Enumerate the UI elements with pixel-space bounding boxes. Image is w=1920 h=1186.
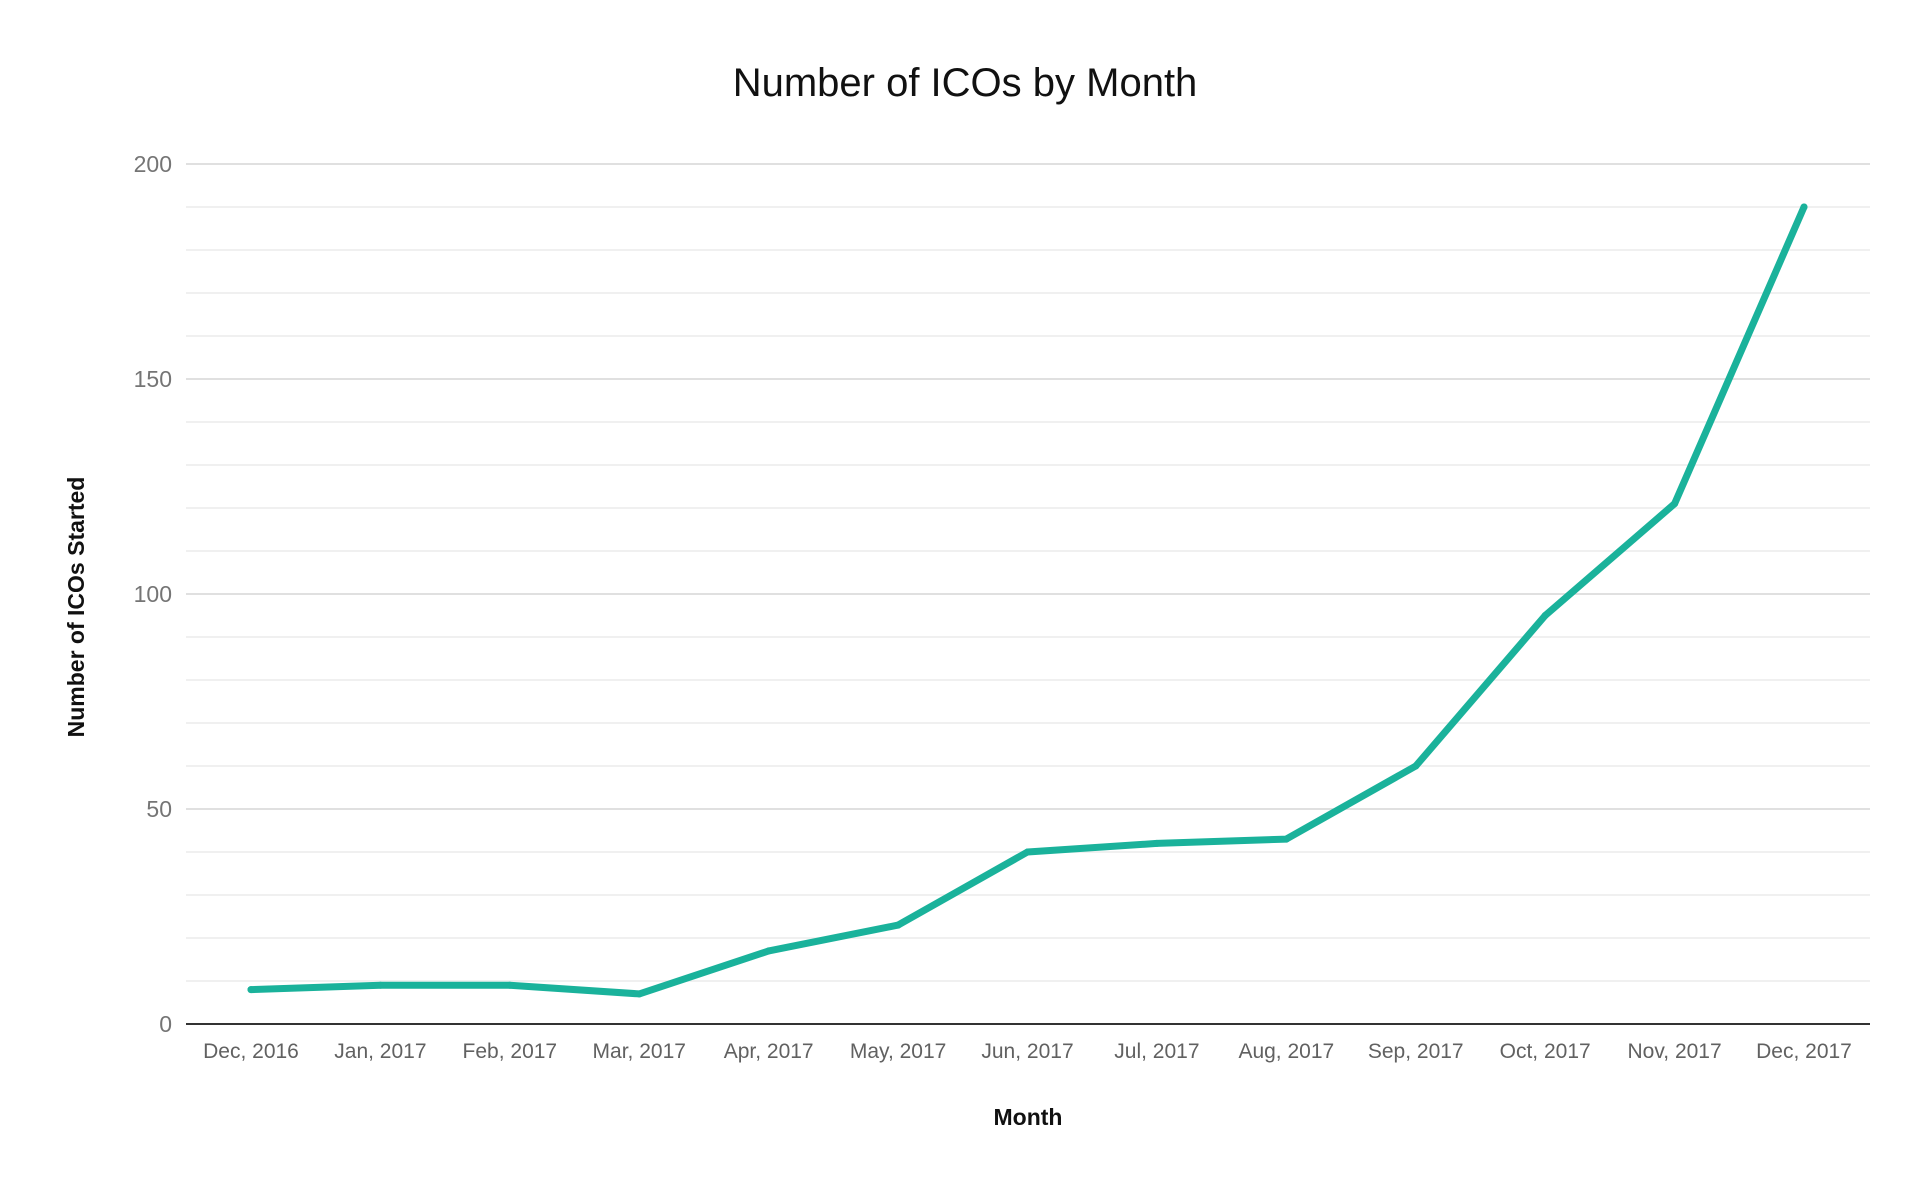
data-point: [376, 981, 384, 989]
y-tick-label: 150: [134, 366, 172, 392]
data-point: [1671, 500, 1679, 508]
chart-title: Number of ICOs by Month: [733, 61, 1198, 105]
x-tick-label: Jan, 2017: [334, 1040, 426, 1063]
y-axis: 0 50 100 150 200: [134, 151, 172, 1037]
series-layer: [247, 203, 1808, 998]
x-tick-label: Aug, 2017: [1238, 1040, 1334, 1063]
y-tick-label: 50: [146, 796, 172, 822]
x-tick-label: May, 2017: [850, 1040, 947, 1063]
y-tick-label: 0: [159, 1011, 172, 1037]
gridlines: [186, 163, 1870, 982]
x-tick-label: Oct, 2017: [1500, 1040, 1591, 1063]
x-tick-label: Jun, 2017: [981, 1040, 1073, 1063]
x-tick-label: Sep, 2017: [1368, 1040, 1464, 1063]
x-tick-label: Dec, 2017: [1756, 1040, 1852, 1063]
x-tick-label: Dec, 2016: [203, 1040, 299, 1063]
data-point: [247, 986, 255, 994]
data-point: [1024, 848, 1031, 856]
data-point: [894, 921, 902, 929]
data-point: [635, 990, 643, 998]
x-tick-label: Apr, 2017: [724, 1040, 814, 1063]
x-tick-label: Feb, 2017: [463, 1040, 558, 1063]
data-point: [506, 981, 514, 989]
data-point: [1412, 762, 1420, 770]
data-point: [765, 947, 773, 955]
x-axis-title: Month: [994, 1104, 1063, 1130]
x-tick-label: Mar, 2017: [593, 1040, 686, 1063]
y-axis-title: Number of ICOs Started: [63, 477, 89, 738]
data-point: [1800, 203, 1808, 211]
x-tick-label: Jul, 2017: [1114, 1040, 1199, 1063]
y-tick-label: 200: [134, 151, 172, 177]
data-point: [1282, 835, 1290, 843]
data-point: [1541, 612, 1549, 619]
y-tick-label: 100: [134, 581, 172, 607]
data-point: [1153, 839, 1161, 847]
x-axis: Dec, 2016 Jan, 2017 Feb, 2017 Mar, 2017 Apr,…: [186, 1023, 1870, 1063]
x-tick-label: Nov, 2017: [1627, 1040, 1721, 1063]
